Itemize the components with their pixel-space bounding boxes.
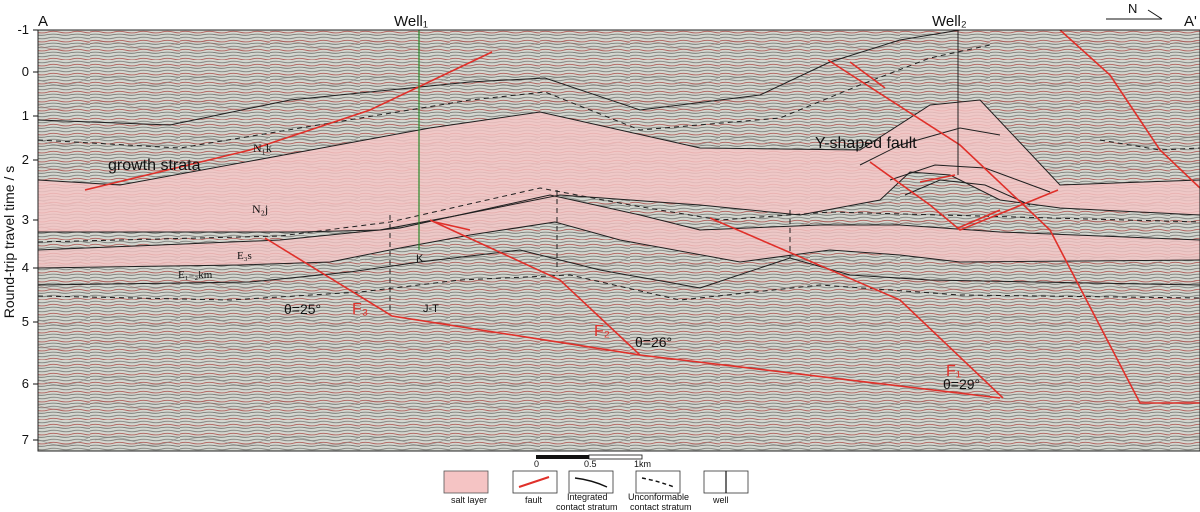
fault-f3 [264, 237, 1001, 399]
section-start-label: A [38, 13, 48, 30]
legend-salt-label: salt layer [451, 495, 487, 505]
fault-small-3 [919, 174, 956, 183]
salt-layer-upper [38, 100, 1200, 232]
legend-integrated-label-2: contact stratum [556, 502, 618, 512]
seismic-plot-area [38, 30, 1200, 451]
y-tick-label: 1 [22, 108, 29, 123]
y-tick-label: -1 [17, 22, 29, 37]
legend-integrated-label-1: Integrated [567, 492, 608, 502]
legend-well-label: well [712, 495, 729, 505]
fault-lines [84, 30, 1200, 404]
y-tick: -1 [17, 22, 38, 37]
f2-angle-label: θ=26° [635, 334, 672, 350]
integrated-strata-lines [38, 30, 1200, 289]
legend-unconformable-label-1: Unconformable [628, 492, 689, 502]
legend: salt layer fault Integrated contact stra… [443, 470, 749, 512]
y-tick-label: 6 [22, 376, 29, 391]
f3-label: F₃ [352, 301, 368, 318]
e3s-label: E₃s [237, 250, 252, 262]
fault-f1 [709, 217, 1004, 399]
fault-main [827, 59, 1200, 404]
legend-integrated-swatch [568, 470, 614, 494]
unconformable-strata-lines [38, 44, 1200, 315]
y-tick-label: 4 [22, 260, 29, 275]
n2j-label: N₂j [252, 202, 268, 216]
y-tick-label: 7 [22, 432, 29, 447]
legend-fault-label: fault [525, 495, 543, 505]
y-tick: 7 [22, 432, 38, 447]
scale-bar: 0 0.5 1km [534, 454, 651, 469]
fault-f2 [429, 219, 641, 356]
y-tick: 0 [22, 64, 38, 79]
y-tick: 6 [22, 376, 38, 391]
y-tick: 1 [22, 108, 38, 123]
y-tick-label: 2 [22, 152, 29, 167]
fault-y [869, 161, 1059, 231]
y-axis: -1 0 1 2 3 4 5 6 7 [17, 22, 38, 447]
y-tick: 4 [22, 260, 38, 275]
plot-border [37, 29, 1200, 452]
jt-label: J-T [423, 303, 439, 315]
north-arrow: N [1106, 1, 1163, 20]
section-end-label: A' [1184, 13, 1197, 30]
f1-label: F₁ [946, 363, 961, 380]
y-tick: 5 [22, 314, 38, 329]
north-label: N [1128, 1, 1137, 16]
f1-angle-label: θ=29° [943, 376, 980, 392]
salt-layer-lower [38, 195, 1200, 268]
scale-tick-0: 0 [534, 459, 539, 469]
fault-far-right [1059, 30, 1200, 189]
y-tick-label: 0 [22, 64, 29, 79]
y-tick-label: 3 [22, 212, 29, 227]
y-shaped-fault-label: Y-shaped fault [815, 135, 917, 152]
growth-fault [84, 51, 493, 191]
scale-tick-0.5: 0.5 [584, 459, 597, 469]
e12km-label: E₁₋₂km [178, 269, 213, 281]
well-1-label: Well₁ [394, 13, 428, 30]
scale-tick-1km: 1km [634, 459, 651, 469]
y-axis-title: Round-trip travel time / s [1, 166, 17, 319]
n1k-label: N₁k [253, 141, 272, 155]
fault-y-branch [957, 209, 1001, 229]
fault-small [849, 61, 886, 89]
legend-unconformable-label-2: contact stratum [630, 502, 692, 512]
k-label: K [416, 253, 424, 265]
growth-strata-label: growth strata [108, 157, 201, 174]
f2-label: F₂ [594, 323, 610, 340]
legend-salt-swatch [443, 470, 489, 494]
well-2-label: Well₂ [932, 13, 967, 30]
y-tick-label: 5 [22, 314, 29, 329]
y-tick: 3 [22, 212, 38, 227]
fault-small-2 [434, 221, 471, 231]
f3-angle-label: θ=25° [284, 301, 321, 317]
y-tick: 2 [22, 152, 38, 167]
